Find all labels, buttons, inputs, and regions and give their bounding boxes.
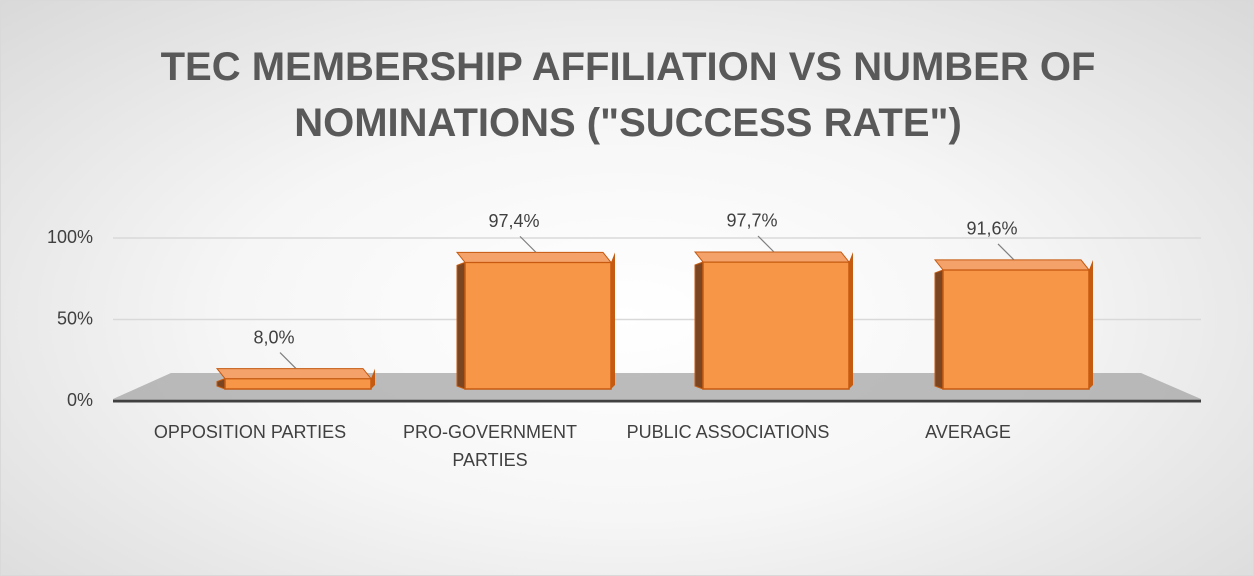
bar [455,251,615,390]
bar-face [849,251,853,389]
bar-face [694,261,704,390]
y-tick-label: 0% [67,390,93,410]
data-label: 8,0% [253,327,294,347]
bar-face [371,368,375,389]
bar [693,251,853,390]
leader-line [519,235,537,253]
bar-face [455,251,613,263]
leader-line [279,352,297,370]
bar [215,368,375,390]
data-label: 97,4% [488,211,539,231]
x-tick-label: OPPOSITION PARTIES [153,422,347,442]
bar-face [1089,259,1093,389]
data-label: 91,6% [966,219,1017,239]
bar-face [215,368,373,380]
bar [933,259,1093,390]
bar-face [934,269,944,390]
bar-face [464,261,612,390]
leader-line [757,235,775,253]
bar-face [702,261,850,390]
x-tick-label: PRO-GOVERNMENT PARTIES [402,422,577,470]
bar-face [224,377,372,390]
y-tick-label: 100% [47,227,93,247]
bar-face [456,261,466,390]
bar-face [942,269,1090,390]
y-tick-label: 50% [57,308,93,328]
bar-face [693,251,851,263]
data-label: 97,7% [726,211,777,231]
x-tick-label: AVERAGE [925,422,1011,442]
bar-face [611,252,615,389]
bar-face [933,259,1091,271]
leader-line [997,243,1015,261]
x-tick-label: PUBLIC ASSOCIATIONS [626,422,830,442]
floor [113,373,1201,399]
chart-title: TEC MEMBERSHIP AFFILIATION VS NUMBER OF … [160,45,1096,145]
